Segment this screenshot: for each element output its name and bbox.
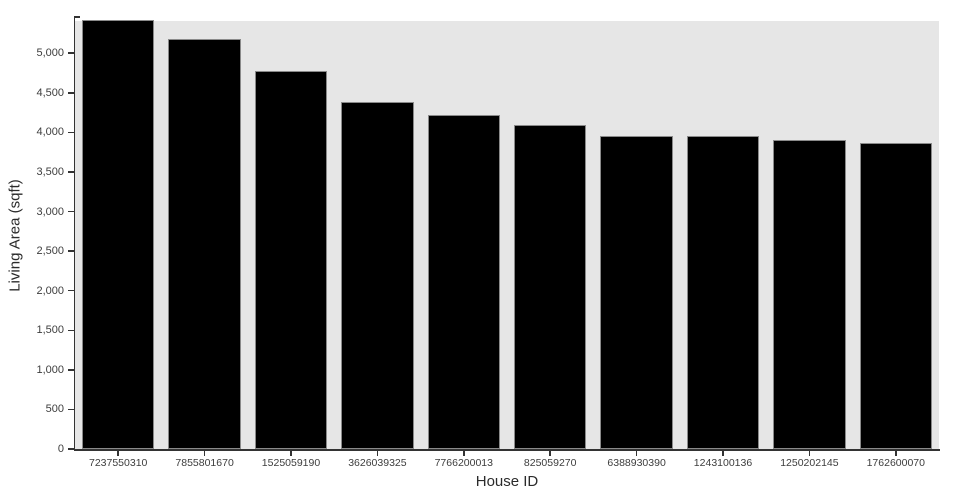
- x-axis-tick: [635, 450, 638, 456]
- y-axis-tick-label: 0: [57, 443, 64, 455]
- y-axis-tick-label: 4,500: [36, 86, 64, 99]
- x-axis-tick: [203, 450, 206, 456]
- y-axis-tick-label: 500: [45, 403, 64, 416]
- x-axis-tick: [895, 450, 897, 456]
- x-axis-tick: [376, 450, 379, 456]
- y-axis-tick: [68, 448, 74, 450]
- x-axis-tick-label: 7237550310: [88, 457, 148, 469]
- y-axis-tick: [68, 329, 74, 332]
- x-axis-title: House ID: [475, 473, 539, 490]
- x-axis-tick-label: 7766200013: [434, 457, 493, 469]
- x-axis-tick: [117, 450, 119, 456]
- y-axis-tick-label: 3,500: [36, 165, 64, 178]
- y-axis-tick-label: 1,000: [36, 363, 64, 376]
- bar-7855801670: [168, 38, 241, 449]
- bar-1762600070: [859, 142, 933, 449]
- y-axis-tick: [68, 250, 74, 252]
- y-axis-tick: [68, 92, 74, 94]
- y-axis-tick-label: 2,000: [36, 284, 64, 297]
- bar-3626039325: [341, 102, 414, 449]
- x-axis-tick: [808, 450, 811, 456]
- x-axis-tick-label: 1243100136: [693, 457, 753, 469]
- y-axis-tick-label: 4,000: [36, 126, 64, 139]
- x-axis-tick-label: 3626039325: [348, 457, 407, 469]
- y-axis-tick: [68, 131, 74, 134]
- bar-825059270: [513, 125, 587, 449]
- x-axis-tick-label: 825059270: [523, 457, 577, 469]
- y-axis-tick-label: 3,000: [36, 205, 64, 218]
- bar-1525059190: [254, 71, 328, 449]
- y-axis-tick: [68, 210, 74, 213]
- x-axis-tick-label: 1762600070: [866, 457, 925, 469]
- y-axis-title: Living Area (sqft): [6, 179, 24, 292]
- x-axis-tick-label: 6388930390: [607, 457, 666, 469]
- bar-1243100136: [686, 136, 760, 449]
- bar-7237550310: [81, 20, 155, 449]
- bar-1250202145: [773, 140, 846, 449]
- x-axis-tick: [549, 450, 551, 456]
- y-axis-tick-label: 1,500: [36, 324, 64, 337]
- bar-6388930390: [600, 135, 673, 449]
- y-axis-tick: [68, 369, 74, 371]
- y-axis-top-cap: [73, 16, 80, 18]
- y-axis-spine: [73, 16, 75, 450]
- x-axis-tick: [463, 450, 465, 456]
- y-axis-tick: [68, 289, 74, 292]
- bar-7766200013: [427, 114, 501, 449]
- x-axis-tick-label: 1525059190: [261, 457, 321, 469]
- x-axis-spine: [73, 449, 940, 451]
- y-axis-tick: [68, 171, 74, 173]
- x-axis-tick-label: 7855801670: [175, 457, 234, 469]
- x-axis-tick: [722, 450, 724, 456]
- x-axis-tick-label: 1250202145: [780, 457, 839, 469]
- y-axis-tick: [68, 52, 74, 54]
- y-axis-tick-label: 2,500: [36, 245, 64, 258]
- x-axis-tick: [290, 450, 292, 456]
- y-axis-tick-label: 5,000: [36, 47, 64, 60]
- y-axis-tick: [68, 408, 74, 411]
